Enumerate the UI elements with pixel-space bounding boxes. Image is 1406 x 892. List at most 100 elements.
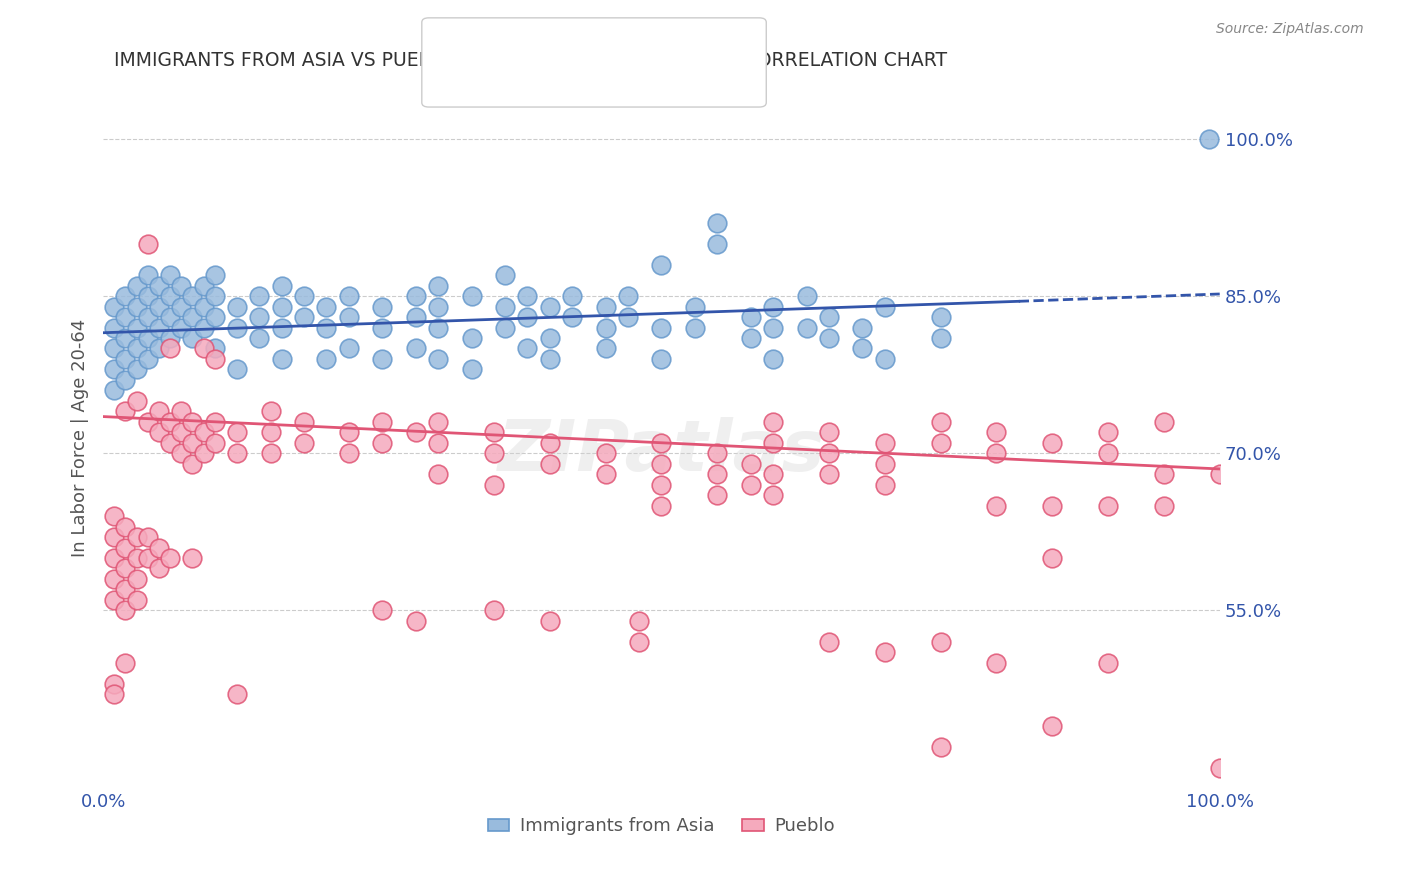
Point bbox=[1153, 499, 1175, 513]
Point bbox=[125, 593, 148, 607]
Point bbox=[1153, 415, 1175, 429]
Point bbox=[103, 677, 125, 691]
Point bbox=[873, 645, 896, 659]
Point bbox=[650, 258, 672, 272]
Point bbox=[315, 300, 337, 314]
Point bbox=[1097, 499, 1119, 513]
Point bbox=[538, 435, 561, 450]
Text: R =: R = bbox=[477, 70, 516, 87]
Point bbox=[114, 541, 136, 555]
Point bbox=[204, 310, 226, 324]
Point bbox=[226, 300, 249, 314]
Point bbox=[125, 362, 148, 376]
Point bbox=[270, 300, 292, 314]
Text: ZIPatlas: ZIPatlas bbox=[498, 417, 825, 486]
Point bbox=[181, 331, 204, 345]
Point bbox=[427, 351, 450, 366]
Point bbox=[159, 268, 181, 282]
Point bbox=[170, 404, 193, 418]
Point bbox=[136, 351, 159, 366]
Point bbox=[159, 289, 181, 303]
Point bbox=[193, 320, 215, 334]
Point bbox=[114, 561, 136, 575]
Point bbox=[650, 351, 672, 366]
Point bbox=[114, 519, 136, 533]
Point bbox=[226, 687, 249, 701]
Point bbox=[159, 331, 181, 345]
Point bbox=[226, 362, 249, 376]
Point bbox=[226, 425, 249, 440]
Point bbox=[159, 415, 181, 429]
Point bbox=[103, 362, 125, 376]
Point bbox=[148, 404, 170, 418]
Point bbox=[114, 582, 136, 597]
Point bbox=[193, 446, 215, 460]
Point bbox=[650, 457, 672, 471]
Point bbox=[494, 268, 516, 282]
Point bbox=[650, 477, 672, 491]
Point bbox=[818, 331, 841, 345]
Point bbox=[125, 393, 148, 408]
Point bbox=[136, 551, 159, 566]
Point bbox=[371, 603, 394, 617]
Point bbox=[371, 351, 394, 366]
Point bbox=[103, 687, 125, 701]
Point bbox=[259, 404, 281, 418]
Point bbox=[103, 509, 125, 524]
Point bbox=[427, 415, 450, 429]
Point bbox=[986, 446, 1008, 460]
Point bbox=[125, 320, 148, 334]
Point bbox=[114, 603, 136, 617]
Point bbox=[1040, 551, 1063, 566]
Point bbox=[929, 415, 952, 429]
Point bbox=[1097, 656, 1119, 670]
Text: 0.186: 0.186 bbox=[519, 37, 576, 55]
Point bbox=[986, 425, 1008, 440]
Point bbox=[193, 342, 215, 356]
Point bbox=[204, 342, 226, 356]
Point bbox=[103, 320, 125, 334]
Point bbox=[628, 614, 651, 628]
Point bbox=[740, 310, 762, 324]
Point bbox=[270, 320, 292, 334]
Point bbox=[873, 457, 896, 471]
Point bbox=[516, 289, 538, 303]
Point bbox=[561, 289, 583, 303]
Point bbox=[482, 603, 505, 617]
Point bbox=[1198, 132, 1220, 146]
Point bbox=[516, 310, 538, 324]
Point bbox=[125, 530, 148, 544]
Y-axis label: In Labor Force | Age 20-64: In Labor Force | Age 20-64 bbox=[72, 318, 89, 557]
Text: -0.172: -0.172 bbox=[519, 70, 583, 87]
Point bbox=[706, 467, 728, 482]
Point bbox=[1097, 425, 1119, 440]
Point bbox=[405, 425, 427, 440]
Point bbox=[181, 435, 204, 450]
Point bbox=[315, 351, 337, 366]
Point bbox=[460, 331, 482, 345]
Point bbox=[204, 289, 226, 303]
Point bbox=[292, 435, 315, 450]
Point bbox=[405, 310, 427, 324]
Point bbox=[103, 342, 125, 356]
Point bbox=[270, 351, 292, 366]
Point bbox=[371, 435, 394, 450]
Point bbox=[148, 425, 170, 440]
Point bbox=[482, 425, 505, 440]
Point bbox=[125, 572, 148, 586]
Text: N =: N = bbox=[575, 37, 614, 55]
Point bbox=[617, 289, 640, 303]
Point bbox=[706, 488, 728, 502]
Point bbox=[170, 278, 193, 293]
Point bbox=[762, 300, 785, 314]
Point bbox=[595, 467, 617, 482]
Point bbox=[740, 331, 762, 345]
Point bbox=[538, 351, 561, 366]
Point bbox=[1040, 719, 1063, 733]
Point bbox=[595, 446, 617, 460]
Point bbox=[136, 331, 159, 345]
Point bbox=[204, 415, 226, 429]
Point bbox=[1153, 467, 1175, 482]
Point bbox=[114, 310, 136, 324]
Point bbox=[292, 415, 315, 429]
